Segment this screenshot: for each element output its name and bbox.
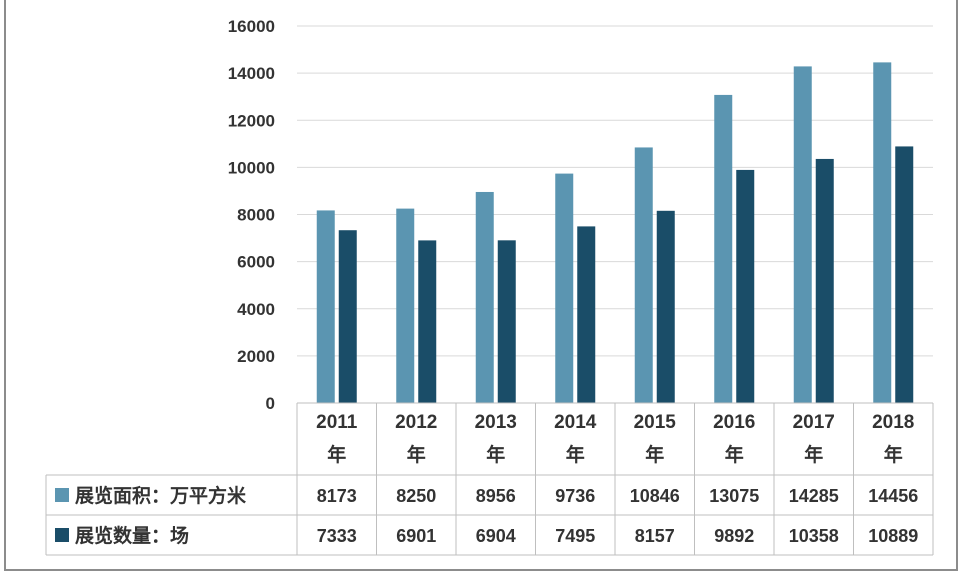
data-table-cell: 10846 bbox=[630, 486, 680, 506]
data-table-cell: 9892 bbox=[714, 526, 754, 546]
data-table-cell: 13075 bbox=[709, 486, 759, 506]
bar-area bbox=[316, 210, 335, 403]
data-table-cell: 10889 bbox=[868, 526, 918, 546]
x-tick-label: 2013 年 bbox=[475, 412, 517, 466]
y-tick-label: 12000 bbox=[228, 111, 275, 130]
bar-area bbox=[475, 191, 494, 403]
y-axis: 0 2000 4000 6000 8000 10000 12000 14000 16000 bbox=[228, 17, 275, 413]
bar-area bbox=[396, 208, 415, 403]
bar-count bbox=[656, 210, 675, 403]
y-tick-label: 0 bbox=[266, 394, 275, 413]
y-tick-label: 6000 bbox=[237, 253, 275, 272]
data-table-cell: 7333 bbox=[317, 526, 357, 546]
data-table-cell: 6901 bbox=[396, 526, 436, 546]
bar-area bbox=[714, 94, 733, 403]
bar-area bbox=[555, 173, 574, 403]
y-tick-label: 2000 bbox=[237, 347, 275, 366]
data-table-cell: 14285 bbox=[789, 486, 839, 506]
data-table: 2011 年 2012 年 2013 年 2014 年 2015 年 2016 年 2017 年 2018 年… bbox=[45, 402, 934, 556]
x-tick-label: 2015 年 bbox=[634, 412, 677, 466]
x-tick-label: 2011 年 bbox=[316, 412, 358, 466]
bar-count bbox=[497, 240, 516, 403]
bar-count bbox=[418, 240, 437, 403]
y-tick-label: 16000 bbox=[228, 17, 275, 36]
data-table-cell: 8250 bbox=[396, 486, 436, 506]
data-table-cell: 10358 bbox=[789, 526, 839, 546]
bar-count bbox=[895, 146, 914, 404]
x-tick-label: 2016 年 bbox=[713, 412, 755, 466]
data-table-cell: 8157 bbox=[635, 526, 675, 546]
bar-count bbox=[736, 169, 755, 403]
bars bbox=[316, 62, 914, 404]
bar-count bbox=[338, 230, 357, 403]
y-tick-label: 14000 bbox=[228, 64, 275, 83]
data-table-cell: 6904 bbox=[476, 526, 516, 546]
x-tick-label: 2014 年 bbox=[554, 412, 597, 466]
legend-key bbox=[55, 488, 69, 502]
data-table-cell: 8956 bbox=[476, 486, 516, 506]
x-tick-label: 2017 年 bbox=[793, 412, 835, 466]
x-tick-label: 2012 年 bbox=[395, 412, 437, 466]
bar-area bbox=[873, 62, 892, 404]
bar-count bbox=[815, 158, 834, 403]
legend-key bbox=[55, 528, 69, 542]
legend-label: 展览面积：万平方米 bbox=[75, 484, 247, 507]
legend-label: 展览数量：场 bbox=[75, 524, 189, 547]
data-table-cell: 14456 bbox=[868, 486, 918, 506]
bar-area bbox=[793, 66, 812, 403]
data-table-cell: 7495 bbox=[555, 526, 595, 546]
bar-area bbox=[634, 147, 653, 403]
chart-frame bbox=[4, 0, 958, 571]
data-table-cell: 9736 bbox=[555, 486, 595, 506]
data-table-cell: 8173 bbox=[317, 486, 357, 506]
y-tick-label: 4000 bbox=[237, 300, 275, 319]
y-tick-label: 8000 bbox=[237, 206, 275, 225]
gridlines bbox=[297, 25, 933, 404]
y-tick-label: 10000 bbox=[228, 158, 275, 177]
bar-count bbox=[577, 226, 596, 403]
x-tick-label: 2018 年 bbox=[872, 412, 914, 466]
